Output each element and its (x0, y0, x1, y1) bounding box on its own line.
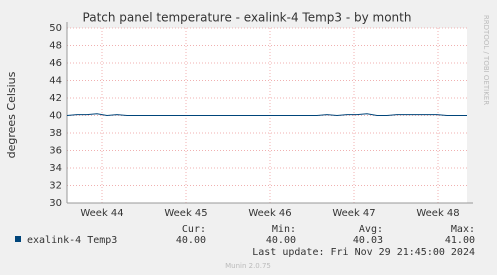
x-tick-label: Week 48 (416, 208, 459, 219)
legend-value: 40.03 (353, 235, 383, 246)
side-text: RRDTOOL / TOBI OETIKER (482, 15, 490, 105)
legend-header: Min: (272, 224, 296, 235)
y-tick-label: 48 (49, 41, 62, 52)
legend-value: 40.00 (266, 235, 296, 246)
chart-title: Patch panel temperature - exalink-4 Temp… (83, 11, 412, 25)
legend-header: Max: (451, 224, 475, 235)
y-tick-label: 32 (49, 181, 62, 192)
y-tick-label: 50 (49, 23, 62, 34)
legend-header: Cur: (182, 224, 206, 235)
legend-value: 40.00 (176, 235, 206, 246)
x-tick-label: Week 45 (164, 208, 207, 219)
legend-value: 41.00 (445, 235, 475, 246)
y-axis-label: degrees Celsius (5, 71, 18, 158)
y-tick-label: 40 (49, 111, 62, 122)
x-tick-label: Week 47 (332, 208, 375, 219)
x-tick-label: Week 44 (80, 208, 123, 219)
y-tick-label: 46 (49, 58, 62, 69)
y-tick-label: 30 (49, 198, 62, 209)
y-tick-label: 44 (49, 76, 62, 87)
x-tick-label: Week 46 (248, 208, 291, 219)
y-tick-label: 42 (49, 93, 62, 104)
legend-header: Avg: (359, 224, 383, 235)
last-update: Last update: Fri Nov 29 21:45:00 2024 (252, 247, 475, 258)
y-tick-label: 34 (49, 163, 62, 174)
footer: Munin 2.0.75 (225, 262, 271, 270)
series-line (66, 113, 467, 117)
y-tick-label: 36 (49, 146, 62, 157)
legend-label: exalink-4 Temp3 (27, 235, 117, 246)
legend-swatch (15, 236, 21, 242)
y-tick-label: 38 (49, 128, 62, 139)
